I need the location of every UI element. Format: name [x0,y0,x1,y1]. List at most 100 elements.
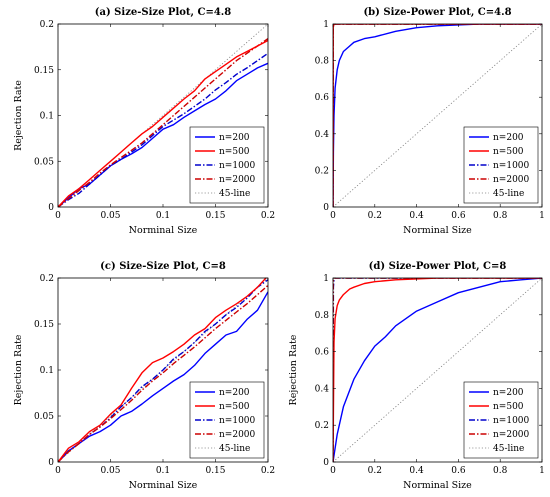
series-line-n=200 [58,291,268,462]
legend-box [189,126,265,204]
legend: n=200 n=500 n=1000 n=2000 45-line [189,126,265,204]
legend-label: 45-line [493,444,524,454]
y-tick-label: 0.2 [315,421,329,431]
y-tick-label: 0.15 [34,66,54,76]
y-tick-label: 0.15 [34,320,54,330]
legend-label: n=200 [219,388,250,398]
x-tick-label: 0 [55,466,61,476]
legend: n=200 n=500 n=1000 n=2000 45-line [463,126,539,204]
x-axis-label: Norminal Size [403,225,472,236]
series-line-n=500 [58,39,268,207]
y-tick-label: 0.2 [40,20,54,30]
x-axis-label: Norminal Size [403,480,472,491]
y-tick-label: 0.05 [34,412,54,422]
legend-label: 45-line [493,189,524,199]
legend-box [463,381,539,459]
x-tick-label: 1 [539,211,545,221]
legend-label: n=2000 [493,430,530,440]
series-line-45-line [333,24,542,207]
legend-label: n=1000 [219,416,256,426]
series-group [58,24,268,207]
legend-box [463,126,539,204]
series-line-n=200 [333,24,542,207]
x-axis-label: Norminal Size [129,225,198,236]
y-tick-label: 0.4 [315,130,330,140]
y-tick-label: 0.6 [315,93,330,103]
legend-label: 45-line [219,444,250,454]
x-tick-label: 0.4 [409,211,424,221]
panel-3: (d) Size-Power Plot, C=8 0 0.2 0.4 0.6 0.8 1 0 0… [288,261,545,491]
x-tick-label: 0 [330,466,336,476]
legend-label: n=500 [493,402,524,412]
panel-title: (a) Size-Size Plot, C=4.8 [95,7,232,18]
x-tick-label: 0.1 [156,466,170,476]
x-tick-label: 0.05 [100,211,120,221]
x-tick-label: 0.2 [261,211,275,221]
x-tick-label: 0.1 [156,211,170,221]
y-tick-label: 0 [323,203,329,213]
panel-0: (a) Size-Size Plot, C=4.8 0 0.05 0.1 0.15 0.2… [13,7,275,236]
y-tick-label: 0.4 [315,384,330,394]
x-tick-label: 0.4 [409,466,424,476]
panel-2: (c) Size-Size Plot, C=8 0 0.05 0.1 0.15 0.2 0 0… [13,261,275,491]
y-tick-label: 0.2 [315,166,329,176]
legend: n=200 n=500 n=1000 n=2000 45-line [189,381,265,459]
x-tick-label: 0.6 [451,211,466,221]
legend-label: n=1000 [219,161,256,171]
x-tick-label: 0 [55,211,61,221]
plot-frame [332,23,543,208]
panel-title: (d) Size-Power Plot, C=8 [369,261,507,272]
legend-label: n=200 [219,133,250,143]
y-tick-label: 0 [323,458,329,468]
y-tick-label: 0.8 [315,311,330,321]
y-tick-label: 0.05 [34,157,54,167]
legend-label: n=2000 [493,175,530,185]
legend-label: n=500 [493,147,524,157]
y-tick-label: 0.1 [40,112,54,122]
series-line-n=200 [333,278,542,462]
x-tick-label: 0.2 [368,211,382,221]
y-tick-label: 0 [48,203,54,213]
y-axis-label: Rejection Rate [288,334,299,405]
y-tick-label: 0 [48,458,54,468]
y-axis-label: Rejection Rate [13,334,24,405]
series-line-n=2000 [58,284,268,462]
x-tick-label: 0.6 [451,466,466,476]
x-tick-label: 0.15 [205,466,225,476]
legend-label: n=1000 [493,161,530,171]
legend-label: n=1000 [493,416,530,426]
x-axis-label: Norminal Size [129,480,198,491]
series-group [58,278,268,462]
legend-label: 45-line [219,189,250,199]
x-tick-label: 0.15 [205,211,225,221]
series-line-n=1000 [58,52,268,207]
series-line-n=500 [58,278,267,462]
panel-title: (c) Size-Size Plot, C=8 [100,261,226,272]
legend-label: n=2000 [219,430,256,440]
y-tick-label: 1 [323,274,329,284]
plot-frame [332,277,543,463]
panel-title: (b) Size-Power Plot, C=4.8 [363,7,511,18]
legend-label: n=200 [493,388,524,398]
x-tick-label: 0.05 [100,466,120,476]
legend-label: n=200 [493,133,524,143]
y-tick-label: 0.6 [315,348,330,358]
series-line-n=500 [333,278,542,462]
legend-label: n=500 [219,147,250,157]
y-tick-label: 0.1 [40,366,54,376]
x-tick-label: 1 [539,466,545,476]
legend: n=200 n=500 n=1000 n=2000 45-line [463,381,539,459]
y-tick-label: 0.2 [40,274,54,284]
legend-label: n=2000 [219,175,256,185]
x-tick-label: 0 [330,211,336,221]
y-tick-label: 1 [323,20,329,30]
y-axis-label: Rejection Rate [13,80,24,151]
x-tick-label: 0.8 [493,211,508,221]
x-tick-label: 0.2 [261,466,275,476]
x-tick-label: 0.8 [493,466,508,476]
legend-box [189,381,265,459]
y-tick-label: 0.8 [315,57,330,67]
legend-label: n=500 [219,402,250,412]
panel-1: (b) Size-Power Plot, C=4.8 0 0.2 0.4 0.6 0.8 1… [315,7,545,236]
